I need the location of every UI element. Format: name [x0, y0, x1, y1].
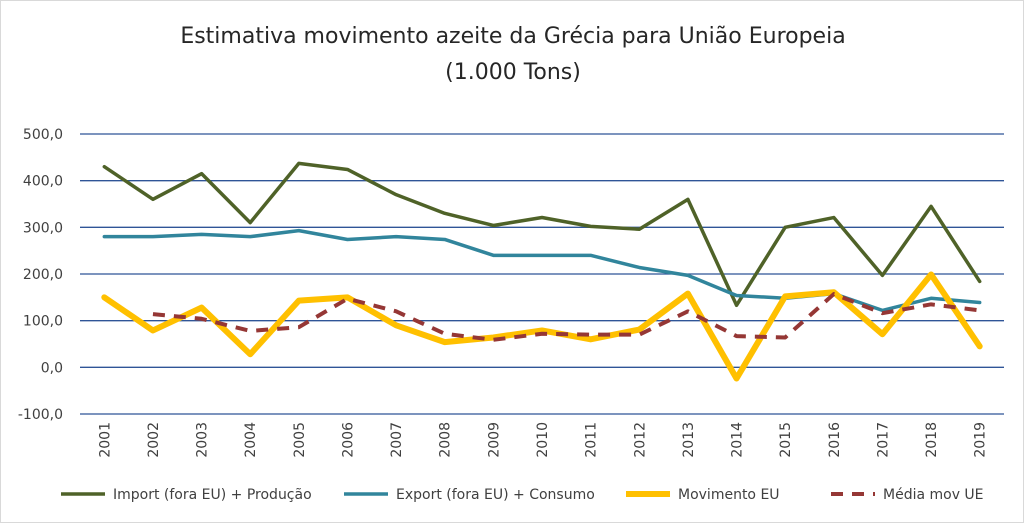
y-tick-label: 100,0	[23, 314, 63, 330]
y-tick-label: 200,0	[23, 267, 63, 283]
legend-item: Import (fora EU) + Produção	[61, 487, 312, 503]
x-tick-label: 2016	[827, 422, 843, 458]
x-tick-label: 2014	[730, 422, 746, 458]
x-tick-label: 2015	[778, 422, 794, 458]
x-tick-label: 2011	[584, 422, 600, 458]
x-tick-label: 2006	[340, 422, 356, 458]
x-tick-label: 2003	[195, 422, 211, 458]
legend-label: Export (fora EU) + Consumo	[396, 487, 595, 503]
legend-label: Média mov UE	[883, 487, 984, 503]
x-tick-label: 2005	[292, 422, 308, 458]
y-tick-label: 0,0	[41, 360, 63, 376]
legend-item: Export (fora EU) + Consumo	[344, 487, 595, 503]
legend-label: Movimento EU	[678, 487, 780, 503]
legend-item: Movimento EU	[626, 487, 780, 503]
series-line-2	[101, 271, 983, 382]
chart-subtitle: (1.000 Tons)	[445, 60, 581, 85]
x-tick-label: 2017	[875, 422, 891, 458]
x-tick-label: 2002	[146, 422, 162, 458]
x-tick-label: 2018	[924, 422, 940, 458]
x-tick-label: 2008	[438, 422, 454, 458]
x-tick-label: 2001	[97, 422, 113, 458]
x-tick-label: 2009	[486, 422, 502, 458]
x-tick-label: 2012	[632, 422, 648, 458]
series-line-3	[152, 292, 980, 342]
y-tick-label: 400,0	[23, 174, 63, 190]
x-tick-label: 2007	[389, 422, 405, 458]
x-tick-label: 2013	[681, 422, 697, 458]
legend-item: Média mov UE	[831, 487, 984, 503]
chart-title: Estimativa movimento azeite da Grécia pa…	[180, 24, 845, 49]
y-tick-label: 500,0	[23, 127, 63, 143]
x-tick-label: 2004	[243, 422, 259, 458]
x-tick-label: 2010	[535, 422, 551, 458]
y-tick-label: 300,0	[23, 220, 63, 236]
series-line-0	[102, 161, 982, 308]
x-tick-label: 2019	[973, 422, 989, 458]
y-tick-label: -100,0	[18, 407, 63, 423]
legend-label: Import (fora EU) + Produção	[113, 487, 312, 503]
